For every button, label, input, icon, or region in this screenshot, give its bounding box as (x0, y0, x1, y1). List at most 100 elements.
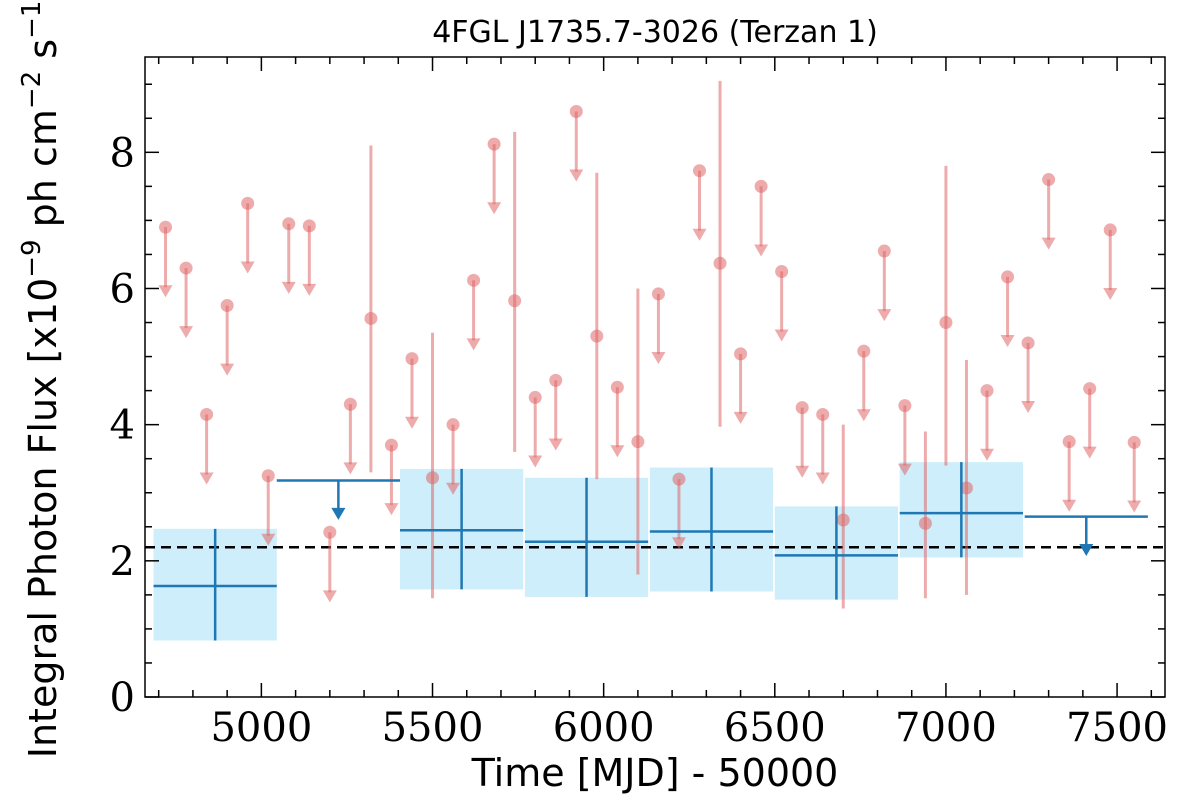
upper-limit-point (795, 401, 809, 415)
upper-limit-point (857, 344, 871, 358)
y-label-text: ph cm (21, 109, 65, 239)
upper-limit-arrowhead (240, 261, 255, 274)
detection-point (631, 435, 645, 449)
x-tick-label: 6500 (724, 705, 826, 751)
upper-limit-arrowhead (815, 472, 830, 485)
upper-limit-point (877, 244, 891, 258)
upper-limit-arrowhead (856, 409, 871, 422)
upper-limit-arrowhead (528, 455, 543, 468)
upper-limit-arrowhead (877, 309, 892, 322)
detection-point (364, 311, 378, 325)
upper-limit-point (220, 299, 234, 313)
upper-limit-point (200, 407, 214, 421)
y-tick-label: 6 (110, 266, 135, 312)
upper-limit-arrowhead (404, 416, 419, 429)
long-bin-layer (153, 462, 1148, 641)
upper-limit-arrowhead (897, 463, 912, 476)
y-label-exponent: −1 (17, 1, 47, 39)
y-label-text: Integral Photon Flux [x10 (21, 278, 65, 759)
x-tick-label: 6000 (553, 705, 655, 751)
chart-title: 4FGL J1735.7-3026 (Terzan 1) (432, 15, 878, 50)
upper-limit-point (1001, 270, 1015, 284)
upper-limit-point (487, 137, 501, 151)
upper-limit-arrowhead (1103, 288, 1118, 301)
upper-limit-point (405, 352, 419, 366)
upper-limit-point (179, 261, 193, 275)
upper-limit-point (1062, 435, 1076, 449)
upper-limit-arrowhead (446, 482, 461, 495)
upper-limit-point (1042, 173, 1056, 187)
short-bin-layer (158, 80, 1142, 609)
upper-limit-point (775, 264, 789, 278)
upper-limit-arrowhead (651, 352, 666, 365)
y-tick-label: 0 (110, 675, 135, 721)
upper-limit-arrowhead (281, 281, 296, 294)
upper-limit-arrowhead (343, 462, 358, 475)
axes: 5000 5500 6000 6500 7000 7500 0 2 4 6 8 (110, 56, 1168, 751)
upper-limit-point (159, 220, 173, 234)
upper-limit-arrowhead (610, 445, 625, 458)
upper-limit-point (528, 390, 542, 404)
upper-limit-point (282, 217, 296, 231)
detection-point (426, 471, 440, 485)
upper-limit-arrowhead (199, 472, 214, 485)
upper-limit-arrowhead (1062, 499, 1077, 512)
upper-limit-point (302, 219, 316, 233)
long-bin-error-bands (153, 462, 1023, 641)
y-tick-label: 8 (110, 130, 135, 176)
upper-limit-arrowhead (980, 448, 995, 461)
x-axis-label: Time [MJD] - 50000 (471, 751, 839, 795)
upper-limit-arrowhead (487, 202, 502, 215)
upper-limit-point (1021, 336, 1035, 350)
detection-point (590, 329, 604, 343)
upper-limit-arrowhead (384, 503, 399, 516)
upper-limit-point (1127, 435, 1141, 449)
upper-limit-arrowhead (1082, 446, 1097, 459)
upper-limit-arrowhead (548, 438, 563, 451)
upper-limit-point (980, 384, 994, 398)
long-bin-ul-arrowhead (331, 507, 346, 520)
upper-limit-point (651, 287, 665, 301)
upper-limit-point (549, 373, 563, 387)
upper-limit-arrowhead (692, 228, 707, 241)
upper-limit-point (1103, 223, 1117, 237)
upper-limit-point (816, 407, 830, 421)
detection-point (959, 481, 973, 495)
upper-limit-arrowhead (795, 465, 810, 478)
detection-point (836, 513, 850, 527)
upper-limit-point (754, 179, 768, 193)
upper-limit-arrowhead (671, 537, 686, 550)
upper-limit-point (323, 525, 337, 539)
x-tick-label: 7000 (895, 705, 997, 751)
upper-limit-point (241, 196, 255, 210)
upper-limit-arrowhead (774, 329, 789, 342)
upper-limit-arrowhead (179, 326, 194, 339)
y-label-text: ] (21, 0, 65, 1)
detection-point (939, 316, 953, 330)
detection-point (508, 294, 522, 308)
upper-limit-arrowhead (569, 169, 584, 182)
y-tick-label: 2 (110, 539, 135, 585)
upper-limit-point (734, 347, 748, 361)
upper-limit-point (467, 273, 481, 287)
upper-limit-point (384, 438, 398, 452)
upper-limit-point (610, 380, 624, 394)
upper-limit-point (692, 164, 706, 178)
upper-limit-arrowhead (1000, 335, 1015, 347)
long-bin-ul-arrowhead (1079, 544, 1094, 557)
upper-limit-point (898, 399, 912, 413)
upper-limit-point (343, 397, 357, 411)
upper-limit-point (261, 469, 275, 483)
upper-limit-arrowhead (322, 590, 337, 603)
x-tick-label: 5000 (210, 705, 312, 751)
x-tick-label: 5500 (382, 705, 484, 751)
upper-limit-arrowhead (733, 411, 748, 424)
plot-frame (144, 56, 1166, 698)
y-label-exponent: −9 (17, 239, 47, 277)
upper-limit-point (569, 104, 583, 118)
y-tick-label: 4 (110, 403, 135, 449)
upper-limit-point (446, 418, 460, 432)
upper-limit-arrowhead (466, 338, 481, 351)
